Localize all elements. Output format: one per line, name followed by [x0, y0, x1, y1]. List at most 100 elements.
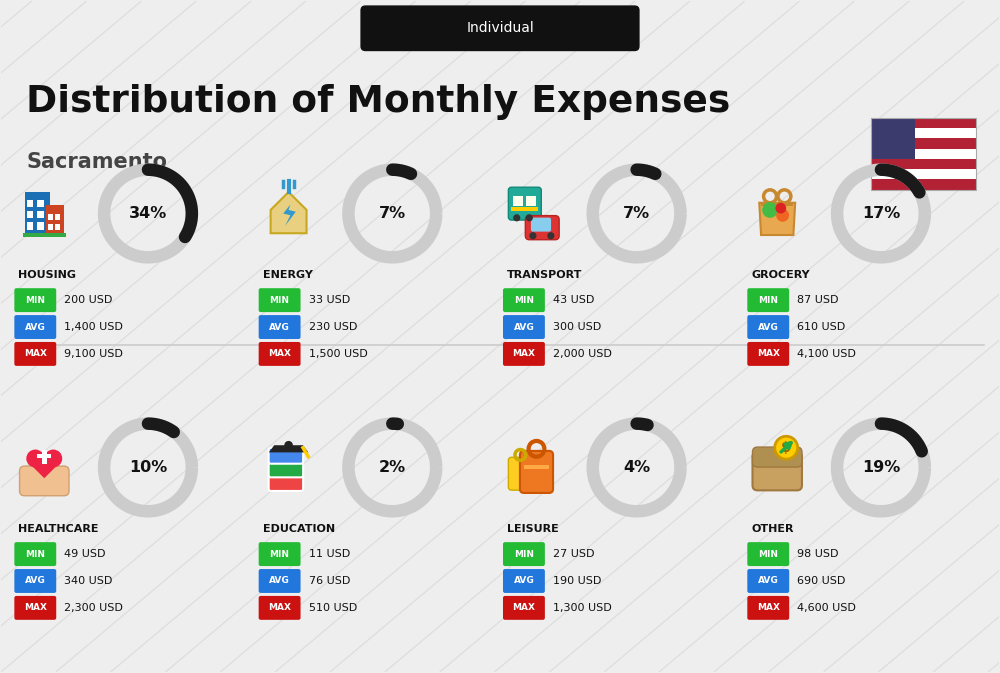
FancyBboxPatch shape: [259, 288, 301, 312]
Text: 11 USD: 11 USD: [309, 549, 350, 559]
Text: GROCERY: GROCERY: [751, 271, 810, 280]
FancyBboxPatch shape: [269, 448, 303, 464]
Text: 34%: 34%: [129, 206, 167, 221]
Text: 27 USD: 27 USD: [553, 549, 594, 559]
Bar: [871, 118, 976, 128]
FancyBboxPatch shape: [259, 342, 301, 366]
FancyBboxPatch shape: [14, 288, 56, 312]
Text: 200 USD: 200 USD: [64, 295, 113, 305]
FancyBboxPatch shape: [14, 315, 56, 339]
Bar: [871, 149, 976, 159]
FancyBboxPatch shape: [503, 315, 545, 339]
Bar: [871, 139, 976, 149]
FancyBboxPatch shape: [14, 569, 56, 593]
FancyBboxPatch shape: [503, 342, 545, 366]
Text: 690 USD: 690 USD: [797, 576, 846, 586]
FancyBboxPatch shape: [503, 542, 545, 566]
Text: AVG: AVG: [514, 322, 534, 332]
Text: MIN: MIN: [270, 295, 290, 305]
Text: 49 USD: 49 USD: [64, 549, 106, 559]
Text: 87 USD: 87 USD: [797, 295, 839, 305]
FancyBboxPatch shape: [259, 315, 301, 339]
FancyBboxPatch shape: [747, 288, 789, 312]
Text: TRANSPORT: TRANSPORT: [507, 271, 582, 280]
Text: MIN: MIN: [758, 550, 778, 559]
Bar: [55, 213, 60, 219]
Polygon shape: [271, 192, 307, 234]
Text: Individual: Individual: [466, 22, 534, 35]
Text: 4%: 4%: [623, 460, 650, 475]
Text: AVG: AVG: [269, 577, 290, 586]
FancyBboxPatch shape: [259, 596, 301, 620]
FancyBboxPatch shape: [747, 569, 789, 593]
Circle shape: [762, 202, 778, 218]
Bar: [23, 234, 66, 237]
Bar: [42, 450, 47, 464]
Text: AVG: AVG: [758, 577, 779, 586]
Text: 17%: 17%: [862, 206, 900, 221]
FancyBboxPatch shape: [14, 342, 56, 366]
Text: 76 USD: 76 USD: [309, 576, 350, 586]
Text: AVG: AVG: [25, 577, 46, 586]
Polygon shape: [26, 460, 62, 479]
Circle shape: [547, 232, 554, 240]
Text: 19%: 19%: [862, 460, 900, 475]
FancyBboxPatch shape: [269, 475, 303, 491]
Bar: [48, 213, 53, 219]
Bar: [871, 118, 915, 159]
FancyBboxPatch shape: [269, 462, 303, 477]
Text: 510 USD: 510 USD: [309, 603, 357, 613]
Circle shape: [44, 450, 62, 468]
Text: MIN: MIN: [514, 550, 534, 559]
Text: MIN: MIN: [25, 550, 45, 559]
Text: 1,500 USD: 1,500 USD: [309, 349, 367, 359]
Circle shape: [284, 441, 293, 450]
Text: 190 USD: 190 USD: [553, 576, 601, 586]
FancyBboxPatch shape: [520, 451, 553, 493]
FancyBboxPatch shape: [508, 187, 541, 220]
Text: 10%: 10%: [129, 460, 167, 475]
Text: AVG: AVG: [758, 322, 779, 332]
FancyBboxPatch shape: [503, 569, 545, 593]
Bar: [871, 118, 976, 190]
Bar: [37, 211, 44, 218]
Text: MAX: MAX: [268, 604, 291, 612]
Text: MIN: MIN: [758, 295, 778, 305]
Bar: [46, 205, 64, 235]
Text: 340 USD: 340 USD: [64, 576, 113, 586]
Text: 4,600 USD: 4,600 USD: [797, 603, 856, 613]
FancyBboxPatch shape: [20, 466, 69, 496]
Circle shape: [26, 450, 44, 468]
Text: Distribution of Monthly Expenses: Distribution of Monthly Expenses: [26, 84, 731, 120]
Bar: [513, 197, 523, 207]
Text: 7%: 7%: [379, 206, 406, 221]
Text: OTHER: OTHER: [751, 524, 794, 534]
FancyBboxPatch shape: [531, 217, 551, 232]
Text: $: $: [781, 441, 791, 455]
Polygon shape: [283, 205, 296, 226]
Text: 2,000 USD: 2,000 USD: [553, 349, 612, 359]
FancyBboxPatch shape: [503, 288, 545, 312]
Circle shape: [513, 214, 520, 221]
Text: MIN: MIN: [270, 550, 290, 559]
Bar: [37, 454, 51, 458]
Bar: [871, 169, 976, 180]
FancyBboxPatch shape: [752, 447, 802, 467]
Text: Sacramento: Sacramento: [26, 151, 167, 172]
FancyBboxPatch shape: [752, 452, 802, 491]
Polygon shape: [759, 203, 795, 235]
Text: MAX: MAX: [757, 349, 780, 359]
Text: 4,100 USD: 4,100 USD: [797, 349, 856, 359]
Text: 2%: 2%: [379, 460, 406, 475]
Text: MIN: MIN: [514, 295, 534, 305]
Text: EDUCATION: EDUCATION: [263, 524, 335, 534]
Bar: [27, 199, 33, 207]
Text: MAX: MAX: [24, 604, 47, 612]
FancyBboxPatch shape: [503, 596, 545, 620]
Bar: [871, 159, 976, 169]
Polygon shape: [269, 446, 308, 452]
Text: MIN: MIN: [25, 295, 45, 305]
Circle shape: [526, 214, 533, 221]
FancyBboxPatch shape: [747, 542, 789, 566]
Text: MAX: MAX: [512, 349, 535, 359]
